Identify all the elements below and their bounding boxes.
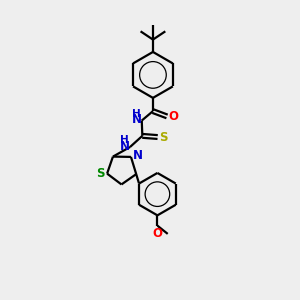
Text: N: N	[133, 149, 143, 162]
Text: S: S	[96, 167, 104, 180]
Text: N: N	[120, 140, 130, 153]
Text: N: N	[132, 113, 142, 127]
Text: O: O	[169, 110, 179, 123]
Text: H: H	[120, 135, 129, 145]
Text: S: S	[159, 130, 168, 143]
Text: O: O	[152, 227, 162, 240]
Text: H: H	[132, 109, 141, 119]
